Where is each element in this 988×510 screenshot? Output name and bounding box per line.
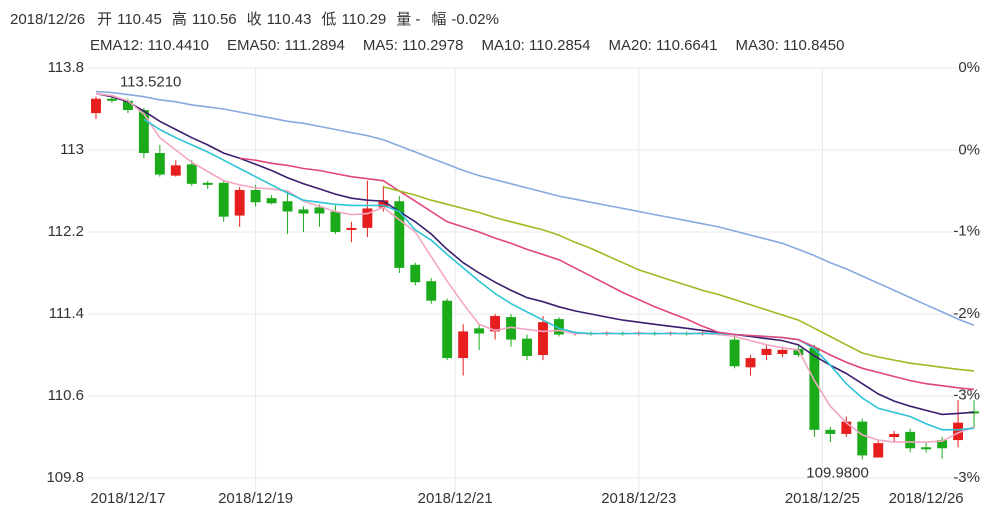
ma-line (143, 118, 975, 431)
candle-body (154, 153, 165, 175)
legend-entry: MA5: 110.2978 (363, 37, 464, 54)
x-tick-label: 2018/12/26 (889, 490, 964, 507)
candle-body (857, 421, 868, 456)
quote-label: 开 (97, 11, 112, 28)
candle-body (362, 208, 373, 228)
x-tick-label: 2018/12/25 (785, 490, 860, 507)
candle-body (442, 300, 453, 359)
quote-value: -0.02% (451, 11, 499, 28)
quote-label: 幅 (431, 11, 446, 28)
quote-label: 收 (247, 11, 262, 28)
candle-body (873, 443, 884, 458)
candle-body (410, 264, 421, 283)
quote-label: 高 (172, 11, 187, 28)
candle-body (474, 328, 485, 334)
candle-body (761, 348, 772, 355)
quote-value: 110.56 (192, 11, 237, 28)
ma-line (95, 92, 975, 416)
ma-line (239, 157, 975, 391)
y-tick-label: 109.8 (46, 469, 84, 486)
ma-line (95, 90, 975, 327)
candle-body (745, 358, 756, 368)
candle-body (777, 349, 788, 354)
candle-body (122, 100, 133, 111)
candle-body (218, 182, 229, 217)
legend-entry: EMA50: 111.2894 (227, 37, 345, 54)
ma-line (383, 186, 975, 372)
quote-label: 量 - (396, 11, 420, 28)
x-tick-label: 2018/12/17 (90, 490, 165, 507)
y2-tick-label: -3% (953, 387, 980, 404)
candle-body (298, 209, 309, 214)
y2-tick-label: -2% (953, 305, 980, 322)
candle-body (793, 348, 804, 355)
candle-body (953, 422, 964, 441)
y-tick-label: 113.8 (48, 59, 84, 76)
candle-body (250, 189, 261, 203)
y2-tick-label: 0% (958, 141, 980, 158)
candle-body (186, 164, 197, 184)
y-tick-label: 112.2 (48, 223, 84, 240)
legend-entry: MA30: 110.8450 (735, 37, 844, 54)
candle-body (506, 317, 517, 340)
candle-body (889, 433, 900, 437)
candle-body (490, 316, 501, 332)
candle-body (314, 207, 325, 214)
quote-label: 低 (321, 11, 336, 28)
candle-body (937, 440, 948, 449)
extreme-label: 113.5210 (120, 74, 181, 91)
quote-value: 110.43 (267, 11, 312, 28)
candle-body (553, 319, 564, 335)
legend-entry: EMA12: 110.4410 (90, 37, 209, 54)
candle-body (921, 447, 932, 450)
candle-body (905, 431, 916, 449)
candle-body (282, 201, 293, 212)
candle-body (234, 189, 245, 216)
y2-tick-label: -1% (953, 223, 980, 240)
legend-entry: MA20: 110.6641 (608, 37, 717, 54)
candle-body (809, 347, 820, 430)
x-tick-label: 2018/12/23 (601, 490, 676, 507)
quote-value: 110.45 (117, 11, 162, 28)
quote-value: 110.29 (341, 11, 386, 28)
y-tick-label: 113 (60, 141, 84, 158)
candle-body (346, 227, 357, 230)
candle-body (138, 110, 149, 154)
candle-body (458, 331, 469, 359)
candle-body (729, 339, 740, 367)
y2-tick-label: -3% (953, 469, 980, 486)
candle-body (106, 98, 117, 101)
candle-body (266, 198, 277, 204)
candle-body (378, 200, 389, 208)
extreme-label: 109.9800 (806, 465, 869, 482)
x-tick-label: 2018/12/21 (418, 490, 493, 507)
x-tick-label: 2018/12/19 (218, 490, 293, 507)
candle-body (538, 322, 548, 355)
candle-body (202, 182, 213, 185)
candle-body (394, 201, 405, 268)
candle-body (825, 429, 836, 434)
candle-body (91, 98, 101, 114)
candle-body (522, 338, 532, 357)
y2-tick-label: 0% (958, 59, 980, 76)
quote-date: 2018/12/26 (10, 11, 85, 28)
y-tick-label: 111.4 (49, 305, 84, 322)
ma-line (95, 92, 975, 443)
legend-entry: MA10: 110.2854 (482, 37, 591, 54)
candle-body (170, 165, 181, 176)
candle-body (426, 281, 437, 301)
y-tick-label: 110.6 (48, 387, 84, 404)
candle-body (330, 211, 341, 232)
candle-body (841, 421, 852, 434)
candle-body (969, 411, 979, 414)
